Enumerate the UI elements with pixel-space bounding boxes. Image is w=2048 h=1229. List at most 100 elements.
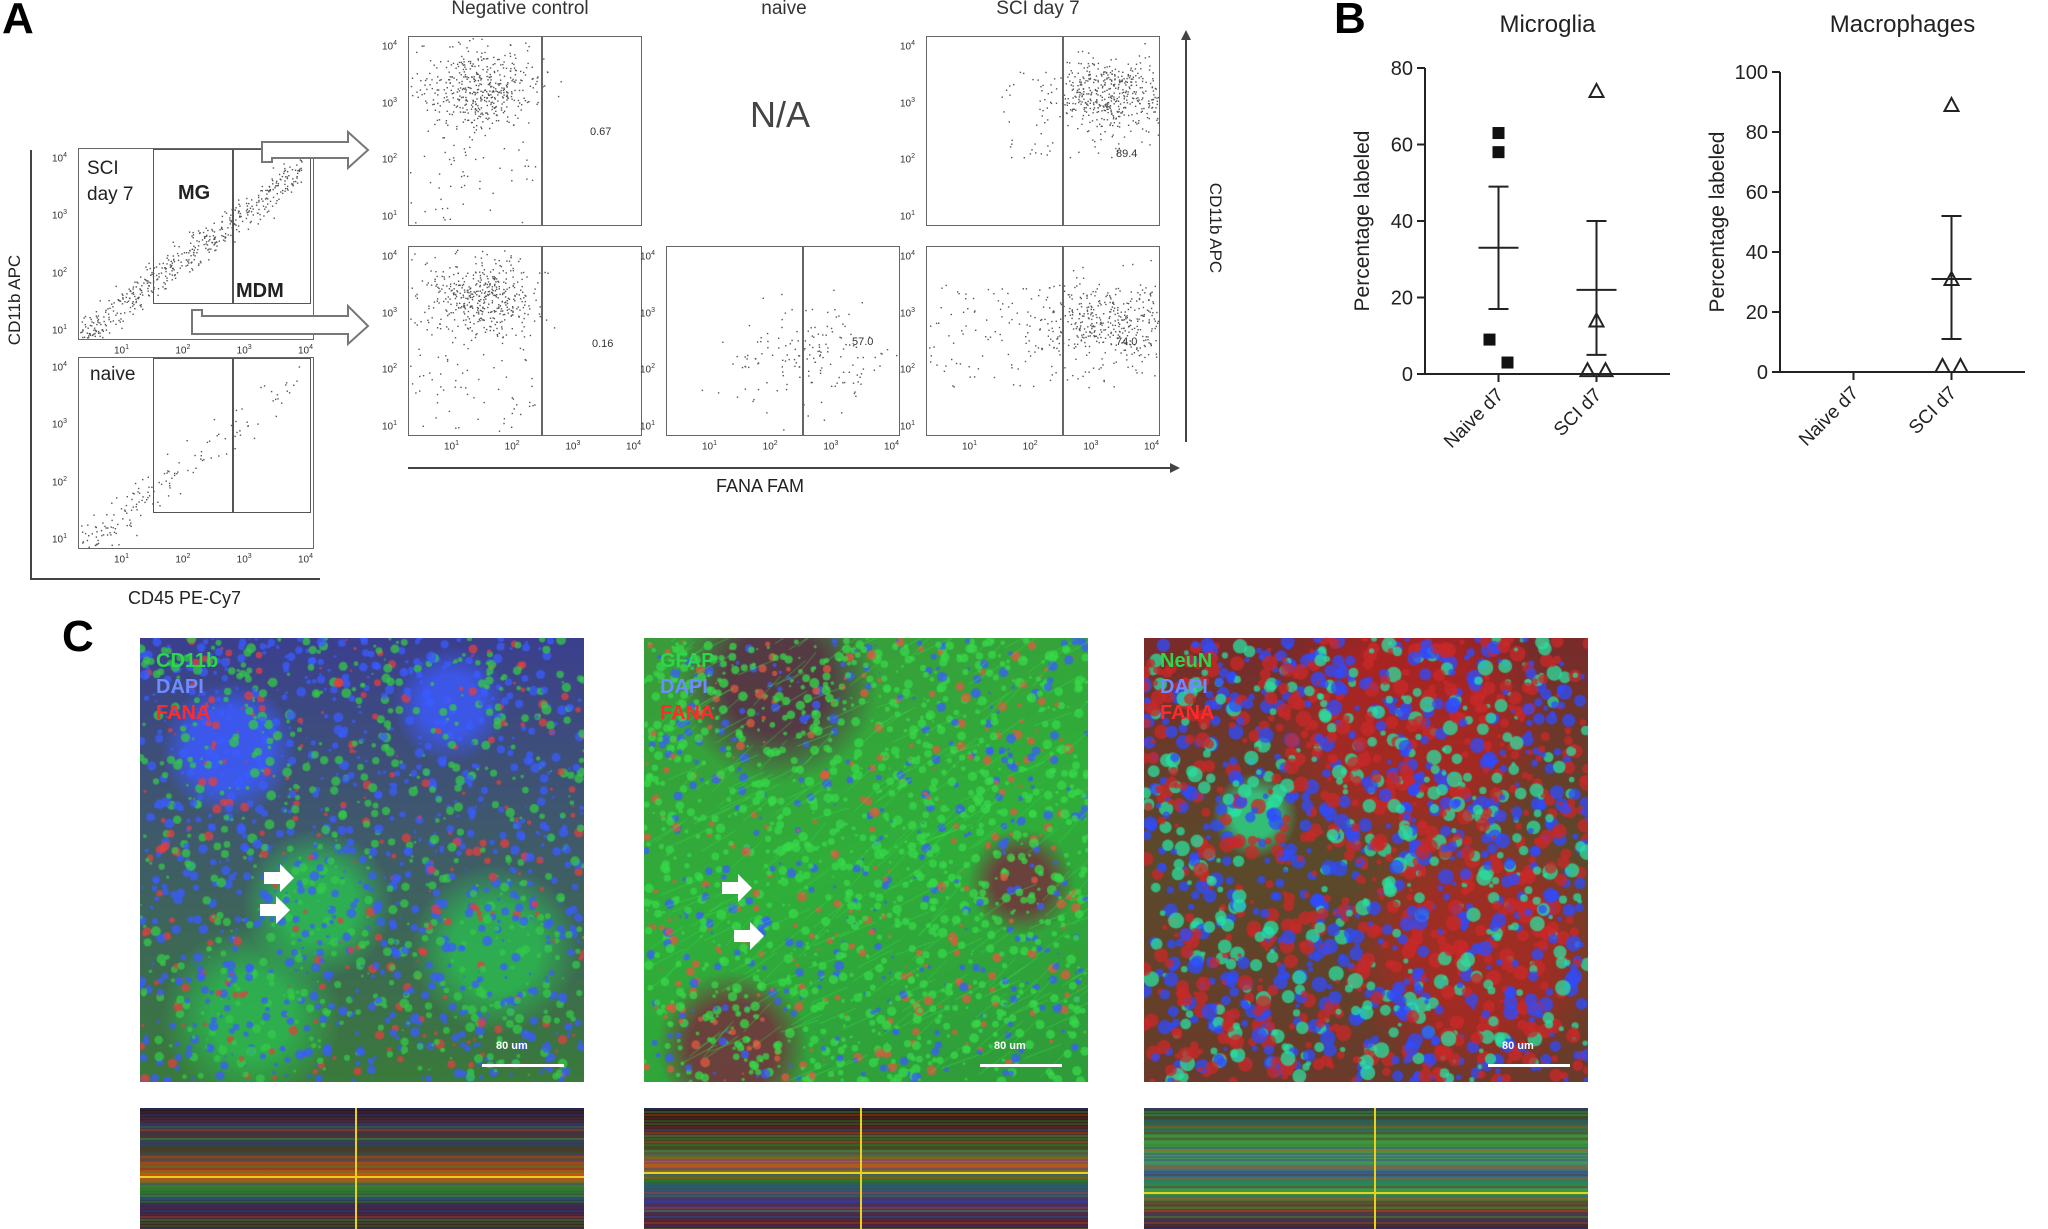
flow-event-dot [1029,153,1032,155]
flow-event-dot [1128,77,1131,79]
flow-event-dot [1091,120,1094,122]
flow-event-dot [504,250,506,252]
flow-event-dot [469,146,471,149]
flow-event-dot [157,294,159,296]
flow-event-dot [1072,311,1074,314]
flow-event-dot [1127,366,1129,368]
flow-event-dot [808,375,810,377]
flow-event-dot [1091,332,1093,334]
flow-event-dot [479,309,482,312]
flow-event-dot [185,265,187,267]
flow-event-dot [121,327,123,330]
flow-event-dot [198,263,200,265]
flow-event-dot [1080,302,1082,305]
flow-event-dot [539,306,541,308]
flow-event-dot [473,131,476,134]
flow-event-dot [474,111,476,113]
flow-event-dot [1066,104,1068,106]
flow-event-dot [823,419,826,421]
flow-event-dot [125,504,128,507]
flow-event-dot [475,284,477,286]
flow-event-dot [1118,126,1121,128]
flow-event-dot [1075,346,1077,348]
tick-label: 103 [52,418,68,431]
flow-event-dot [524,359,526,361]
flow-event-dot [1144,356,1146,359]
flow-event-dot [1027,311,1029,313]
flow-event-dot [997,300,1000,302]
flow-event-dot [1079,313,1081,316]
flow-plot-sci-top [926,36,1160,226]
flow-event-dot [1142,335,1144,338]
flow-event-dot [102,330,104,332]
flow-event-dot [1150,344,1152,347]
flow-plot-sci-gating [78,148,314,340]
flow-event-dot [214,243,216,245]
flow-event-dot [422,375,425,377]
flow-event-dot [484,282,487,284]
tick-label: 101 [52,533,68,546]
flow-event-dot [446,96,448,98]
flow-event-dot [462,96,464,98]
tick-label: 101 [114,344,130,357]
flow-event-dot [478,85,480,87]
flow-event-dot [514,294,516,297]
flow-event-dot [1049,307,1051,309]
flow-event-dot [1082,76,1084,78]
flow-event-dot [999,333,1001,336]
flow-event-dot [1001,288,1003,290]
flow-event-dot [1074,103,1077,105]
left-y-axis-title: CD11b APC [5,254,24,346]
flow-event-dot [282,192,284,195]
flow-event-dot [445,122,447,124]
flow-event-dot [484,283,487,285]
flow-event-dot [258,208,260,211]
flow-event-dot [482,58,485,60]
flow-event-dot [458,99,460,102]
flow-event-dot [473,397,475,399]
flow-event-dot [464,151,467,153]
flow-event-dot [101,534,103,537]
flow-event-dot [142,294,144,296]
flow-event-dot [492,269,494,271]
flow-event-dot [485,295,488,297]
flow-event-dot [1041,348,1044,350]
flow-event-dot [531,385,533,388]
flow-event-dot [447,296,449,298]
tick-label: 103 [52,209,68,222]
flow-event-dot [224,438,227,440]
flow-event-dot [481,262,483,264]
flow-event-dot [103,316,105,318]
flow-event-dot [1115,118,1117,120]
flow-event-dot [472,63,474,65]
flow-event-dot [1096,119,1098,121]
flow-event-dot [1109,295,1111,297]
tick-label: 103 [236,553,252,566]
flow-event-dot [1044,318,1046,321]
flow-event-dot [748,366,750,369]
flow-event-dot [257,196,260,199]
flow-event-dot [501,87,503,89]
flow-event-dot [1149,343,1152,345]
flow-event-dot [119,321,121,323]
flow-event-dot [494,63,496,65]
x-tick-label: Naive d7 [1795,383,1863,451]
flow-event-dot [483,299,485,301]
flow-event-dot [1151,86,1153,89]
flow-event-dot [169,264,171,266]
flow-event-dot [1148,105,1151,107]
flow-event-dot [1118,70,1120,73]
flow-event-dot [493,310,495,312]
flow-event-dot [842,348,845,350]
flow-event-dot [470,291,472,293]
flow-event-dot [118,299,120,301]
flow-event-dot [936,364,938,366]
flow-event-dot [785,388,788,391]
flow-event-dot [1133,344,1136,346]
flow-event-dot [1118,325,1120,328]
fana-label: FANA [156,702,211,724]
na-text: N/A [750,94,811,135]
flow-event-dot [292,178,294,180]
flow-event-dot [1096,322,1098,324]
flow-event-dot [1113,307,1116,309]
